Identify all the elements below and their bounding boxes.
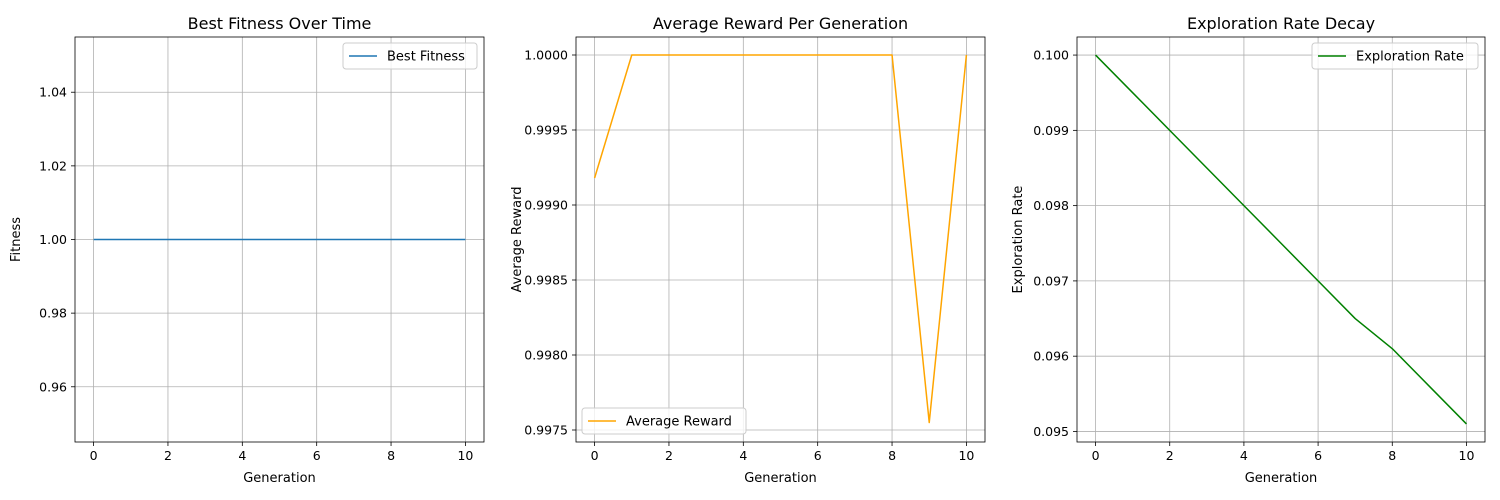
y-tick-label: 1.04 <box>39 85 67 100</box>
x-tick-label: 8 <box>387 448 395 463</box>
y-tick-label: 0.96 <box>39 379 67 394</box>
legend-label: Best Fitness <box>387 50 465 65</box>
y-tick-label: 0.099 <box>1033 123 1069 138</box>
series-line <box>593 54 968 424</box>
legend-box <box>1311 42 1479 70</box>
chart-title: Exploration Rate Decay <box>1187 14 1375 33</box>
series-line <box>1095 54 1467 425</box>
y-tick-label: 0.097 <box>1033 273 1069 288</box>
subplot-3: 0 2 4 6 8 10 0.095 0.096 0.097 0.098 0.099 0.100 Exp… <box>1011 14 1486 486</box>
x-tick-label: 10 <box>457 448 473 463</box>
x-tick-label: 8 <box>1388 448 1396 463</box>
legend: Best Fitness <box>342 42 478 70</box>
y-tick-label: 1.0000 <box>524 48 568 63</box>
x-tick-label: 2 <box>665 448 673 463</box>
legend: Average Reward <box>581 407 747 435</box>
x-tick-label: 4 <box>238 448 246 463</box>
chart-title: Best Fitness Over Time <box>188 14 372 33</box>
x-tick-label: 6 <box>814 448 822 463</box>
legend-box <box>342 42 478 70</box>
x-tick-label: 6 <box>1314 448 1322 463</box>
y-tick-label: 0.096 <box>1033 349 1069 364</box>
y-axis-label: Average Reward <box>510 187 525 293</box>
x-tick-label: 2 <box>1166 448 1174 463</box>
subplot-2: 0 2 4 6 8 10 0.9975 0.9980 0.9985 0.9990 0.9995 1.0… <box>510 14 986 486</box>
plot-frame <box>575 36 986 443</box>
x-tick-label: 10 <box>958 448 974 463</box>
y-tick-label: 1.02 <box>39 158 67 173</box>
chart-title: Average Reward Per Generation <box>653 14 908 33</box>
x-tick-label: 4 <box>739 448 747 463</box>
y-axis-label: Fitness <box>9 217 24 262</box>
y-tick-label: 0.9980 <box>524 348 568 363</box>
y-tick-label: 0.100 <box>1033 48 1069 63</box>
subplot-1: 0 2 4 6 8 10 0.96 0.98 1.00 1.02 1.04 Best Fitness … <box>9 14 485 486</box>
x-axis-label: Generation <box>243 471 316 486</box>
x-tick-label: 10 <box>1459 448 1475 463</box>
legend-label: Average Reward <box>626 415 732 430</box>
y-tick-label: 0.095 <box>1033 424 1069 439</box>
x-tick-label: 6 <box>313 448 321 463</box>
legend-box <box>581 407 747 435</box>
y-tick-label: 0.9985 <box>524 273 568 288</box>
y-tick-label: 0.9990 <box>524 198 568 213</box>
y-tick-label: 0.098 <box>1033 198 1069 213</box>
y-tick-label: 0.9975 <box>524 423 568 438</box>
legend: Exploration Rate <box>1311 42 1479 70</box>
plot-frame <box>1076 36 1486 443</box>
y-tick-label: 0.98 <box>39 306 67 321</box>
x-axis-label: Generation <box>1245 471 1318 486</box>
x-tick-label: 8 <box>888 448 896 463</box>
y-axis-label: Exploration Rate <box>1011 186 1026 294</box>
y-tick-label: 1.00 <box>39 232 67 247</box>
x-tick-label: 0 <box>90 448 98 463</box>
y-tick-label: 0.9995 <box>524 123 568 138</box>
legend-label: Exploration Rate <box>1356 50 1464 65</box>
x-tick-label: 0 <box>1092 448 1100 463</box>
x-tick-label: 4 <box>1240 448 1248 463</box>
x-tick-label: 0 <box>591 448 599 463</box>
x-axis-label: Generation <box>744 471 817 486</box>
x-tick-label: 2 <box>164 448 172 463</box>
